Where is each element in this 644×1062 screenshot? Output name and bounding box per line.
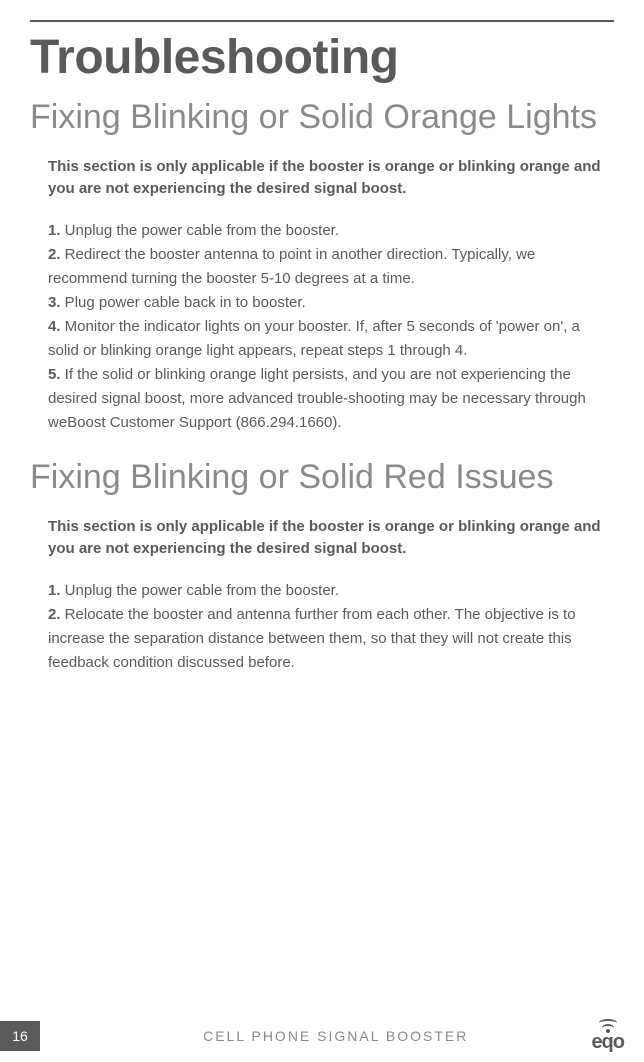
step-number: 1. [48,582,61,599]
main-title: Troubleshooting [30,30,614,85]
step-text: Unplug the power cable from the booster. [61,222,340,239]
footer: 16 CELL PHONE SIGNAL BOOSTER eqo [0,1010,644,1062]
step-text: Relocate the booster and antenna further… [48,606,576,671]
step-number: 5. [48,366,61,383]
step: 5. If the solid or blinking orange light… [48,363,606,435]
eqo-logo: eqo [591,1019,624,1054]
step: 4. Monitor the indicator lights on your … [48,315,606,363]
step: 1. Unplug the power cable from the boost… [48,219,606,243]
step: 3. Plug power cable back in to booster. [48,291,606,315]
step: 2. Relocate the booster and antenna furt… [48,603,606,675]
section-title-red: Fixing Blinking or Solid Red Issues [30,457,614,498]
step-number: 3. [48,294,61,311]
step-text: Redirect the booster antenna to point in… [48,246,535,287]
step-number: 1. [48,222,61,239]
section-title-orange: Fixing Blinking or Solid Orange Lights [30,97,614,138]
section-red-content: This section is only applicable if the b… [30,516,614,675]
step: 2. Redirect the booster antenna to point… [48,243,606,291]
section-orange-intro: This section is only applicable if the b… [48,156,606,201]
step-text: Monitor the indicator lights on your boo… [48,318,580,359]
section-red-intro: This section is only applicable if the b… [48,516,606,561]
logo-text: eqo [591,1031,624,1054]
section-orange-content: This section is only applicable if the b… [30,156,614,435]
step-number: 4. [48,318,61,335]
step: 1. Unplug the power cable from the boost… [48,579,606,603]
step-text: Unplug the power cable from the booster. [61,582,340,599]
footer-tagline: CELL PHONE SIGNAL BOOSTER [40,1028,591,1044]
step-number: 2. [48,246,61,263]
step-text: Plug power cable back in to booster. [61,294,306,311]
page-number-badge: 16 [0,1021,40,1051]
step-number: 2. [48,606,61,623]
top-rule [30,20,614,22]
step-text: If the solid or blinking orange light pe… [48,366,586,431]
